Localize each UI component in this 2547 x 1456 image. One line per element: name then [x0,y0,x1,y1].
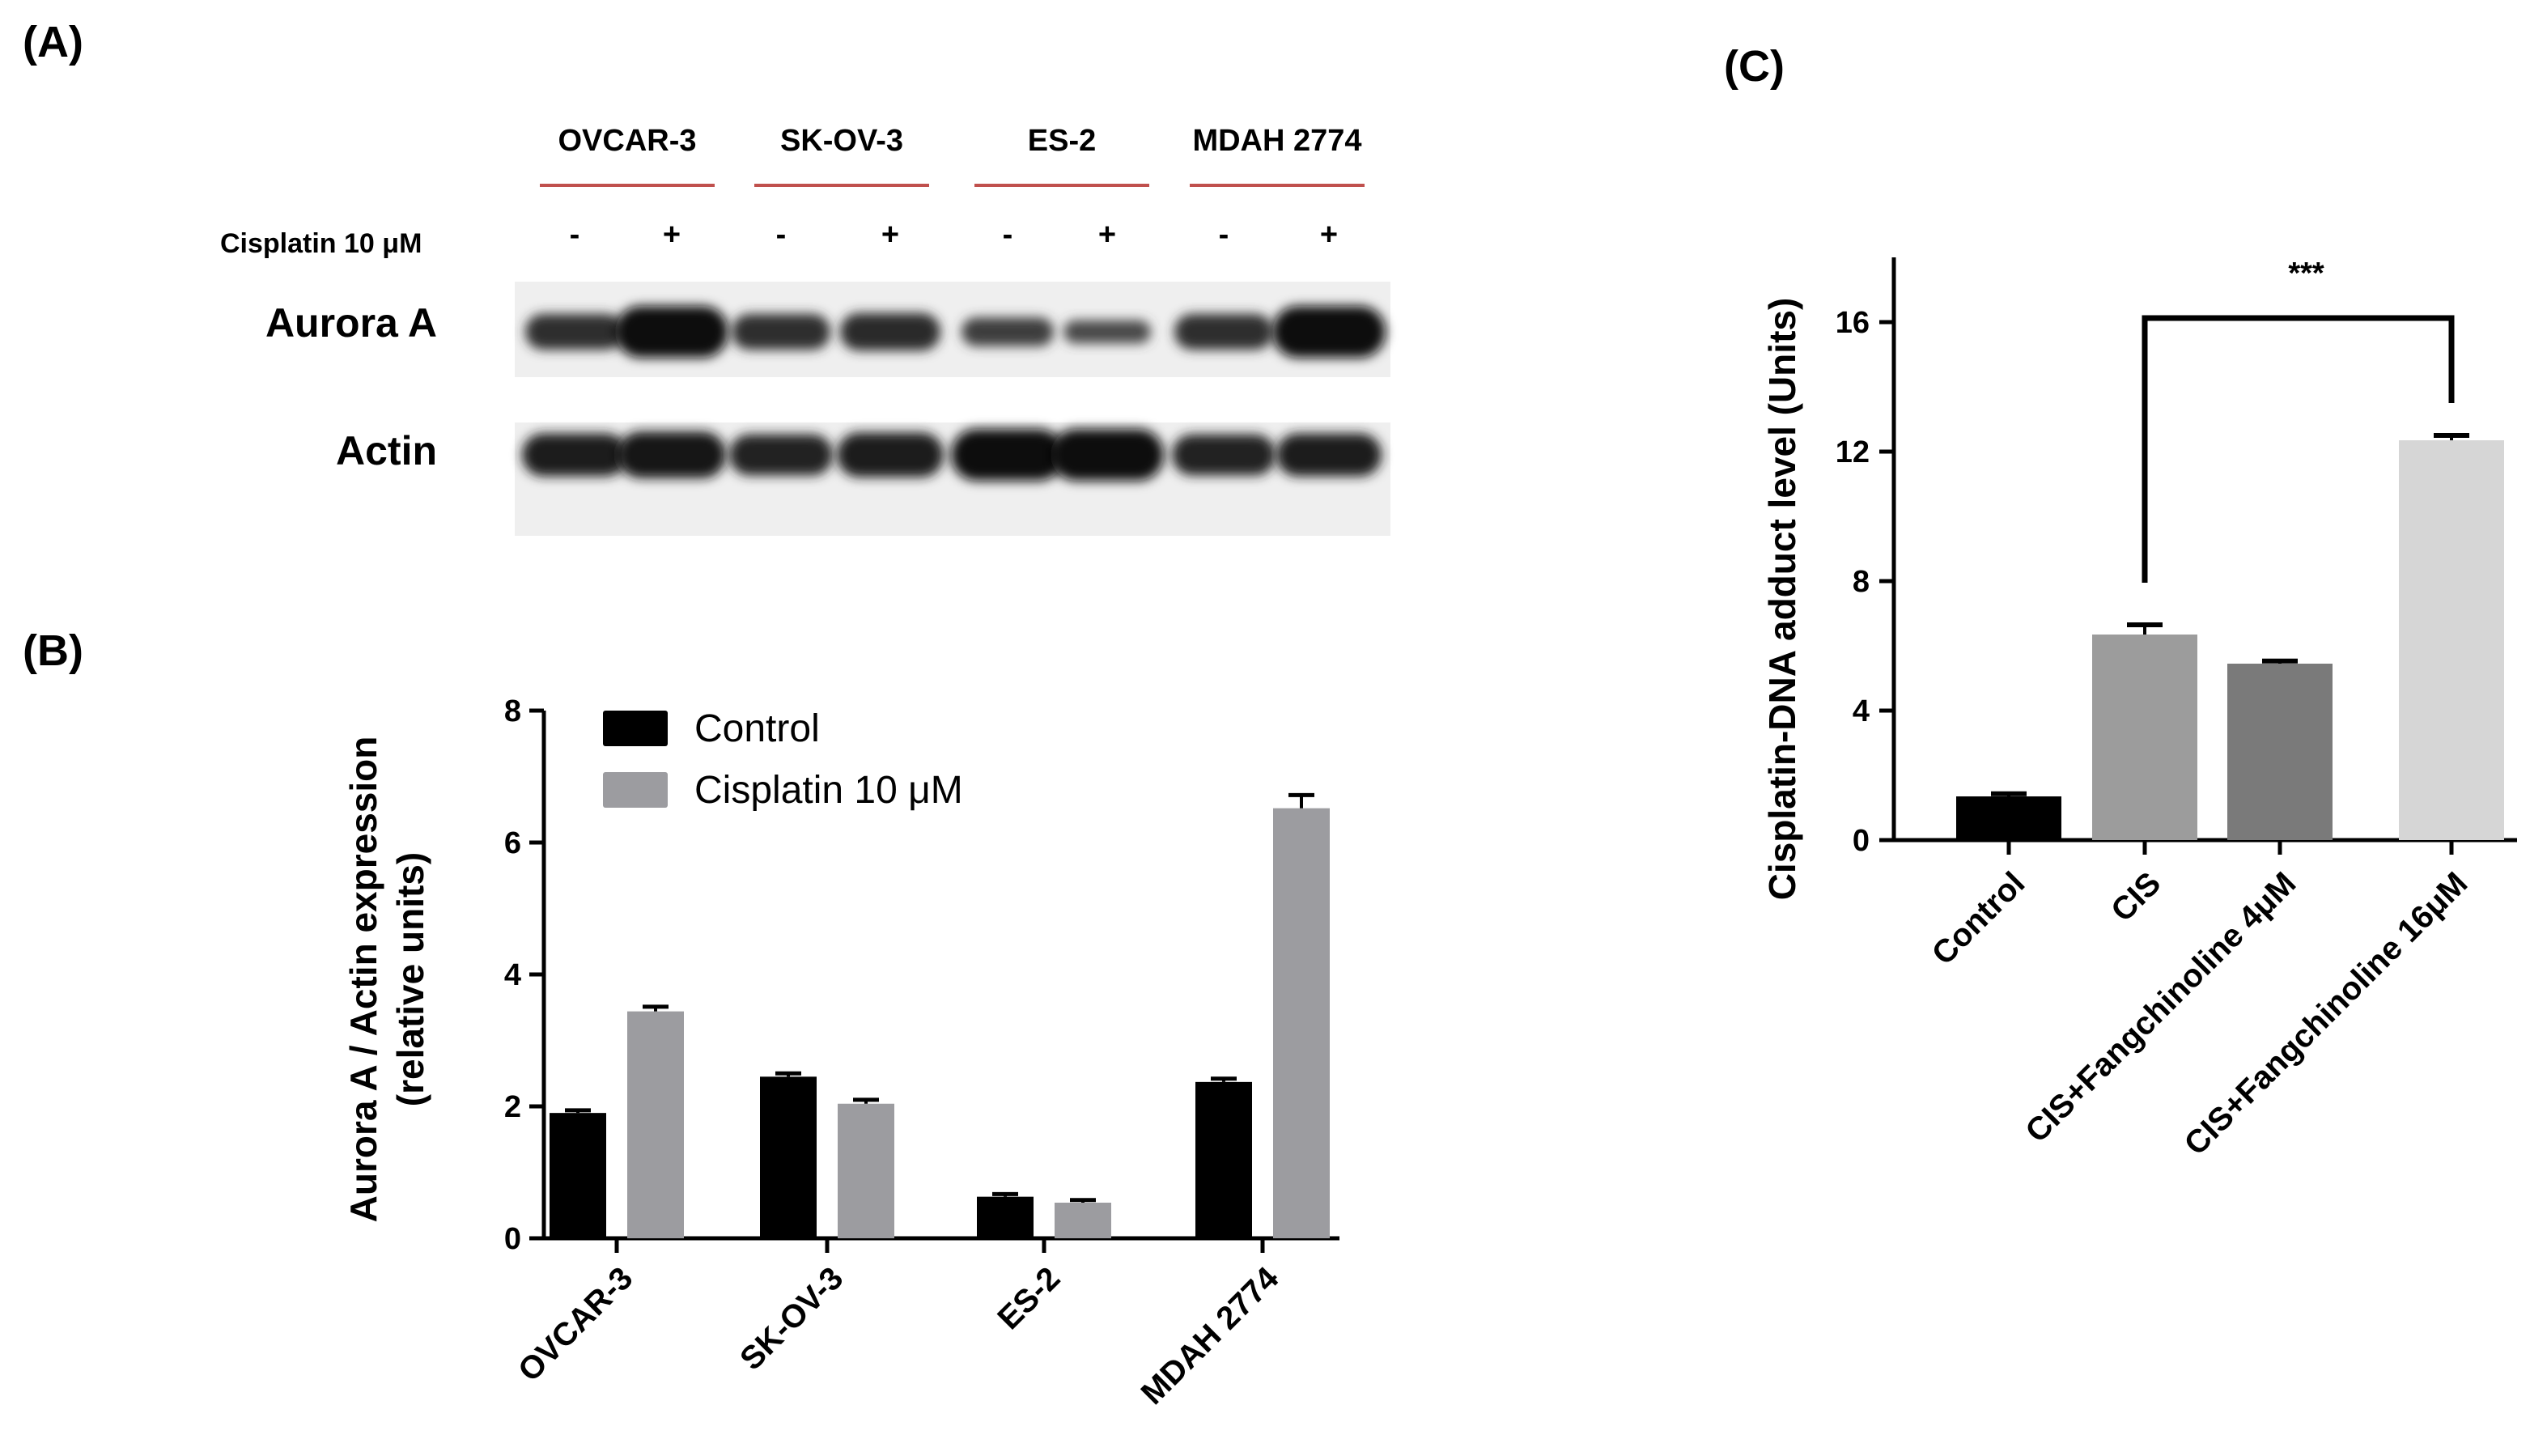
y-tick-label: 6 [504,826,521,860]
bar-cis-fangchinoline-16-m [2399,440,2504,840]
blot-band-actin [1051,429,1164,481]
blot-band-aurora-a [615,306,728,358]
blot-band-aurora-a [1063,320,1151,344]
cell-line-header-ovcar-3: OVCAR-3 [558,124,696,158]
y-tick-label: 0 [1853,824,1870,858]
blot-band-actin [1172,434,1276,476]
y-axis-title-line: (relative units) [389,852,431,1106]
blot-band-aurora-a [1174,313,1273,350]
x-category-label-mdah-2774: MDAH 2774 [1135,1260,1286,1411]
treatment-label: Cisplatin 10 μM [220,228,422,259]
bar-cisplatin-10-m-ovcar-3 [627,1011,684,1238]
bar-cis [2092,635,2197,840]
bar-cisplatin-10-m-es-2 [1055,1202,1111,1238]
x-category-label-cis-fangchinoline-16-m: CIS+Fangchinoline 16μM [2178,865,2475,1162]
panel-label-a: (A) [23,18,83,66]
lane-sign: + [663,218,681,252]
bar-control-es-2 [977,1196,1034,1238]
y-tick-label: 4 [1853,694,1870,728]
panel-label-b: (B) [23,626,83,675]
x-category-label-control: Control [1925,865,2032,972]
cell-line-header-es-2: ES-2 [1028,124,1096,158]
panel-a-western-blot: (A) OVCAR-3 SK-OV-3 ES-2 MDAH 2774 Cisplati… [23,18,1390,536]
y-axis-title-line: Aurora A / Actin expression [342,736,384,1223]
y-tick-label: 8 [1853,565,1870,599]
panel-label-c: (C) [1724,42,1785,91]
bar-control [1956,796,2061,840]
x-category-label-sk-ov-3: SK-OV-3 [733,1260,850,1377]
cell-line-header-sk-ov-3: SK-OV-3 [780,124,903,158]
blot-band-actin [1276,433,1382,477]
band-label-actin: Actin [336,428,437,473]
blot-band-actin [729,434,833,476]
y-tick-label: 0 [504,1222,521,1256]
legend-label-cisplatin-10-m: Cisplatin 10 μM [694,769,963,812]
lane-sign: - [776,218,787,252]
lane-sign: + [1098,218,1116,252]
legend-label-control: Control [694,707,820,750]
bar-control-sk-ov-3 [760,1076,817,1238]
lane-sign: - [1219,218,1229,252]
lane-sign: - [570,218,580,252]
bar-control-ovcar-3 [550,1113,606,1238]
blot-band-aurora-a [840,312,940,351]
legend-swatch-cisplatin-10-m [603,772,668,808]
bar-cisplatin-10-m-sk-ov-3 [838,1103,894,1238]
blot-band-aurora-a [525,313,624,350]
blot-band-aurora-a [1272,306,1386,358]
blot-band-actin [522,433,627,477]
y-tick-label: 8 [504,694,521,728]
lane-sign: + [1320,218,1338,252]
significance-label: *** [2288,257,2324,291]
y-tick-label: 12 [1836,435,1870,469]
panel-b-bar-chart: (B) 0 2 4 6 8 OVCAR-3 SK-OV-3 ES-2 MDAH 2774 Auro… [23,626,1339,1411]
legend-swatch-control [603,711,668,746]
x-category-label-cis: CIS [2104,865,2167,928]
blot-lane-signs: - + - + - + - + [570,218,1338,252]
bar-cis-fangchinoline-4-m [2227,664,2333,840]
y-tick-label: 4 [504,958,521,992]
blot-band-actin [618,431,726,478]
significance-bracket [2142,315,2455,583]
y-tick-label: 2 [504,1090,521,1124]
lane-sign: - [1003,218,1013,252]
x-category-label-cis-fangchinoline-4-m: CIS+Fangchinoline 4μM [2018,865,2303,1149]
cell-line-header-mdah-2774: MDAH 2774 [1192,124,1361,158]
y-axis-title: Cisplatin-DNA adduct level (Units) [1761,298,1803,901]
blot-cell-line-headers: OVCAR-3 SK-OV-3 ES-2 MDAH 2774 [540,124,1365,187]
x-category-label-ovcar-3: OVCAR-3 [512,1260,639,1388]
blot-band-aurora-a [961,317,1054,346]
x-category-label-es-2: ES-2 [991,1260,1067,1336]
y-tick-label: 16 [1836,306,1870,340]
blot-band-aurora-a [732,313,830,350]
lane-sign: + [881,218,899,252]
band-label-aurora-a: Aurora A [265,300,437,346]
bar-cisplatin-10-m-mdah-2774 [1273,808,1330,1238]
bar-control-mdah-2774 [1195,1081,1252,1238]
blot-band-actin [951,429,1064,481]
blot-band-actin [837,432,944,478]
blot-bands: Aurora A Actin [265,282,1390,536]
chart-b: 0 2 4 6 8 OVCAR-3 SK-OV-3 ES-2 MDAH 2774 Aurora A… [342,694,1339,1411]
